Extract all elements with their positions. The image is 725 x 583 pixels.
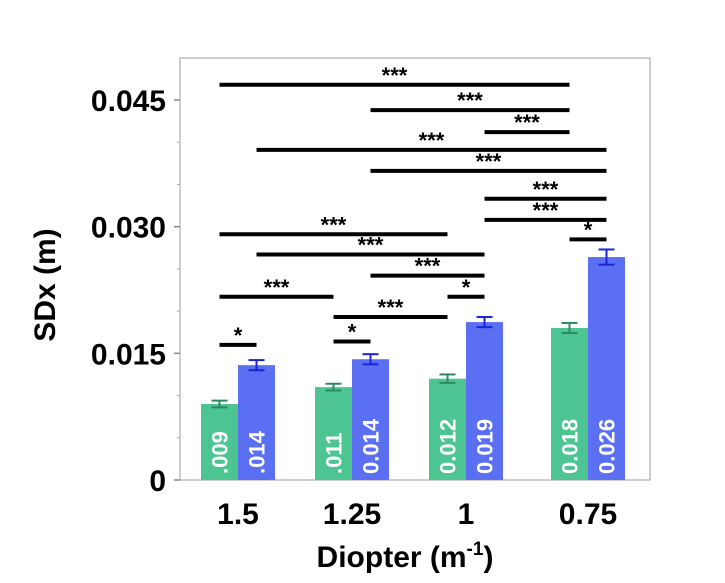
y-axis-title: SDx (m) (29, 228, 62, 341)
y-tick-label: 0.030 (91, 212, 166, 245)
significance-label: *** (514, 110, 540, 135)
bar-value-label: 0.014 (359, 418, 384, 474)
x-tick-label: 1.5 (217, 498, 259, 531)
bars-layer: .009 .011 0.012 0.018 .014 0.014 0.019 0.026 (201, 248, 625, 480)
bar-value-label: .011 (322, 432, 347, 474)
significance-label: * (234, 323, 243, 348)
bar (466, 322, 503, 480)
bar-value-label: 0.012 (436, 419, 461, 474)
significance-label: *** (476, 149, 502, 174)
bar (588, 257, 625, 480)
x-axis-title-close: ) (483, 541, 493, 574)
bar (315, 387, 352, 480)
significance-label: *** (321, 212, 347, 237)
x-axis-title: Diopter (m-1) (317, 539, 494, 574)
bar (238, 365, 275, 480)
bar-value-label: 0.026 (595, 419, 620, 474)
bar (201, 404, 238, 480)
significance-label: * (584, 217, 593, 242)
x-tick-label: 1.25 (323, 498, 381, 531)
significance-label: *** (415, 254, 441, 279)
x-tick-label: 0.75 (559, 498, 617, 531)
y-tick-label: 0.045 (91, 85, 166, 118)
x-axis-title-main: Diopter (m (317, 541, 467, 574)
bar (551, 328, 588, 480)
significance-label: *** (419, 128, 445, 153)
significance-label: *** (264, 275, 290, 300)
significance-layer: *************************************** * (219, 63, 607, 348)
significance-label: * (348, 320, 357, 345)
x-axis-title-superscript: -1 (467, 539, 484, 560)
bar-value-label: .014 (245, 430, 270, 474)
x-tick-label: 1 (458, 498, 475, 531)
bar (429, 378, 466, 480)
ticks-layer: 0 0.015 0.030 0.045 1.5 1.25 1 0.75 (91, 85, 617, 531)
significance-label: *** (533, 177, 559, 202)
significance-label: *** (378, 295, 404, 320)
significance-label: *** (533, 198, 559, 223)
significance-label: *** (382, 63, 408, 88)
bar (352, 359, 389, 480)
significance-label: * (462, 275, 471, 300)
y-tick-label: 0.015 (91, 338, 166, 371)
bar-value-label: 0.019 (473, 419, 498, 474)
significance-label: *** (457, 88, 483, 113)
bar-value-label: 0.018 (558, 419, 583, 474)
y-tick-label: 0 (149, 465, 166, 498)
significance-label: *** (358, 233, 384, 258)
bar-value-label: .009 (208, 431, 233, 474)
